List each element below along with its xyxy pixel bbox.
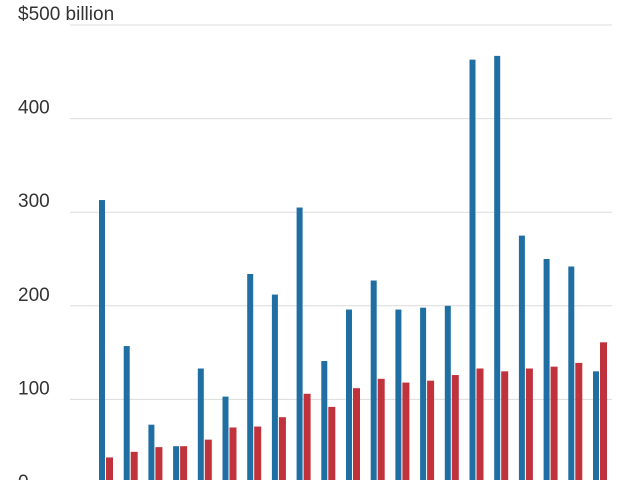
bar-series1-21	[593, 371, 599, 480]
bar-series2-13	[402, 382, 410, 480]
bar-series1-10	[321, 361, 328, 480]
y-tick-label-0: 0	[18, 472, 29, 480]
bar-series1-8	[271, 294, 278, 480]
bar-series1-6	[222, 396, 229, 480]
bar-series2-20	[575, 362, 583, 480]
bar-series2-2	[130, 451, 138, 480]
bar-series2-3	[155, 447, 163, 480]
bar-series2-10	[328, 406, 336, 480]
bar-series2-11	[353, 388, 360, 480]
bar-series1-7	[247, 273, 254, 480]
bar-series1-3	[148, 424, 155, 480]
bar-series1-4	[173, 446, 180, 480]
bar-series1-17	[494, 55, 501, 480]
bar-series2-21	[600, 342, 607, 480]
y-tick-label-100: 100	[18, 378, 50, 399]
bar-series2-6	[229, 427, 237, 480]
bar-series2-7	[254, 426, 262, 480]
y-tick-label-400: 400	[18, 98, 50, 119]
bar-series2-1	[106, 457, 113, 480]
bar-series1-18	[518, 235, 525, 480]
bar-series1-16	[469, 59, 476, 480]
bars	[99, 55, 607, 480]
bar-series2-15	[451, 375, 459, 480]
bar-series2-19	[550, 366, 558, 480]
bar-series1-14	[420, 307, 427, 480]
bar-series2-4	[180, 446, 188, 480]
bar-series2-8	[278, 417, 286, 480]
y-tick-label-300: 300	[18, 191, 50, 212]
y-tick-label-200: 200	[18, 285, 50, 306]
bar-series1-11	[346, 309, 352, 480]
bar-series1-12	[370, 280, 377, 480]
bar-series2-16	[476, 368, 484, 480]
bar-series2-9	[303, 393, 311, 480]
bar-series1-19	[543, 259, 550, 480]
bar-series1-5	[197, 368, 204, 480]
bar-series2-5	[204, 439, 212, 480]
y-tick-label-500: $500 billion	[18, 4, 114, 25]
bar-series1-1	[99, 200, 105, 480]
y-axis-tick-labels: 0 100 200 300 400 $500 billion	[18, 4, 114, 480]
bar-series1-20	[568, 266, 575, 480]
bar-series2-17	[501, 371, 509, 480]
bar-series2-12	[377, 378, 385, 480]
bar-series1-13	[395, 309, 402, 480]
bar-series1-2	[123, 346, 130, 480]
bar-series2-18	[525, 368, 533, 480]
bar-series2-14	[427, 380, 435, 480]
bar-series1-9	[296, 207, 303, 480]
bar-series1-15	[444, 305, 451, 480]
